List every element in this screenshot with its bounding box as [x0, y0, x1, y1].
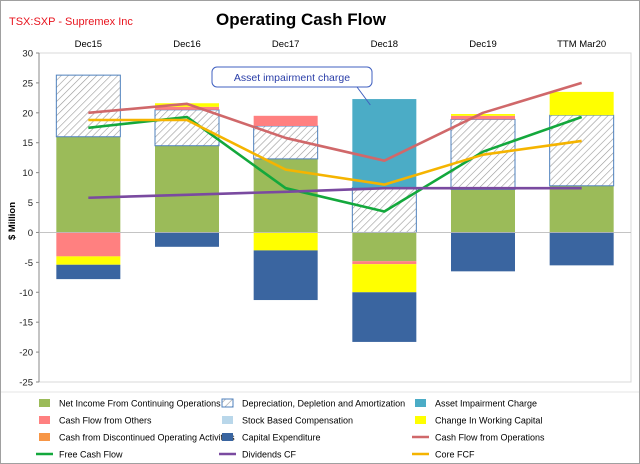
y-tick-label: 20 — [22, 108, 33, 119]
bar-net-income-from-continuing-operations — [56, 136, 121, 233]
y-tick-label: -5 — [25, 258, 33, 269]
y-tick-label: 10 — [22, 168, 33, 179]
plot-area — [38, 52, 632, 383]
bar-change-in-working-capital — [352, 264, 417, 293]
y-axis-label: $ Million — [7, 202, 18, 240]
category-label: Dec16 — [173, 39, 200, 50]
stacked-bars — [39, 74, 631, 342]
bar-capital-expenditure — [155, 232, 219, 247]
legend-label: Net Income From Continuing Operations — [59, 399, 221, 409]
bar-cash-flow-from-others — [253, 115, 318, 126]
legend: Net Income From Continuing Operations Dep… — [1, 391, 639, 460]
legend-label: Stock Based Compensation — [242, 416, 353, 426]
y-tick-label: -20 — [19, 348, 33, 359]
y-tick-label: 25 — [22, 78, 33, 89]
x-axis-categories: Dec15 Dec16 Dec17 Dec18 Dec19 TTM Mar20 — [75, 39, 607, 50]
y-tick-label: -25 — [19, 378, 33, 389]
bar-cash-flow-from-others — [451, 115, 515, 120]
line-series — [88, 81, 583, 213]
legend-label: Change In Working Capital — [435, 416, 542, 426]
bar-cash-flow-from-others — [155, 106, 219, 110]
legend-label: Cash Flow from Operations — [435, 433, 545, 443]
legend-swatch — [39, 416, 50, 424]
legend-swatch — [415, 399, 426, 407]
bar-net-income-from-continuing-operations — [352, 232, 417, 262]
legend-label: Dividends CF — [242, 450, 297, 460]
y-tick-label: -15 — [19, 318, 33, 329]
bar-change-in-working-capital — [253, 232, 318, 251]
legend-swatch — [415, 416, 426, 424]
legend-swatch — [222, 433, 233, 441]
bar-capital-expenditure — [253, 250, 318, 301]
bar-depreciation-depletion-and-amortization — [154, 109, 220, 147]
y-tick-label: 5 — [28, 198, 33, 209]
ticker-label: TSX:SXP - Supremex Inc — [9, 16, 133, 28]
category-label: TTM Mar20 — [557, 39, 606, 50]
bar-capital-expenditure — [56, 264, 121, 280]
bar-net-income-from-continuing-operations — [253, 158, 318, 233]
line-core-fcf — [88, 118, 582, 186]
bar-net-income-from-continuing-operations — [549, 185, 614, 233]
legend-swatch — [221, 398, 234, 408]
bar-net-income-from-continuing-operations — [155, 145, 219, 233]
y-tick-label: 0 — [28, 228, 33, 239]
legend-label: Capital Expenditure — [242, 433, 321, 443]
legend-label: Core FCF — [435, 450, 475, 460]
chart-title: Operating Cash Flow — [216, 10, 387, 29]
category-label: Dec18 — [371, 39, 398, 50]
bar-change-in-working-capital — [549, 91, 614, 116]
annotation-pointer — [356, 86, 371, 106]
category-label: Dec17 — [272, 39, 299, 50]
bar-change-in-working-capital — [451, 114, 515, 116]
bar-cash-flow-from-others — [352, 261, 417, 265]
legend-label: Cash from Discontinued Operating Activit… — [59, 433, 235, 443]
bar-net-income-from-continuing-operations — [451, 189, 515, 233]
annotation-text: Asset impairment charge — [234, 72, 350, 84]
line-cash-flow-from-operations — [88, 81, 583, 162]
legend-swatch — [39, 399, 50, 407]
bar-capital-expenditure — [451, 232, 515, 272]
legend-label: Depreciation, Depletion and Amortization — [242, 399, 405, 409]
category-label: Dec15 — [75, 39, 102, 50]
legend-label: Free Cash Flow — [59, 450, 123, 460]
y-tick-label: -10 — [19, 288, 33, 299]
annotation: Asset impairment charge — [211, 66, 373, 106]
category-label: Dec19 — [469, 39, 496, 50]
bar-change-in-working-capital — [56, 256, 121, 265]
legend-label: Cash Flow from Others — [59, 416, 152, 426]
bar-cash-flow-from-others — [56, 232, 121, 257]
legend-label: Asset Impairment Charge — [435, 399, 537, 409]
y-tick-label: 15 — [22, 138, 33, 149]
bar-capital-expenditure — [549, 232, 614, 266]
bar-asset-impairment-charge — [352, 99, 417, 188]
line-dividends-cf — [88, 186, 582, 200]
annotation-callout — [211, 66, 373, 88]
y-axis: 30 25 20 15 10 5 0 -5 -10 -15 -20 -25 — [19, 49, 40, 389]
legend-swatch — [222, 416, 233, 424]
bar-capital-expenditure — [352, 292, 417, 342]
legend-swatch — [39, 433, 50, 441]
bar-depreciation-depletion-and-amortization — [549, 114, 615, 187]
y-tick-label: 30 — [22, 49, 33, 60]
